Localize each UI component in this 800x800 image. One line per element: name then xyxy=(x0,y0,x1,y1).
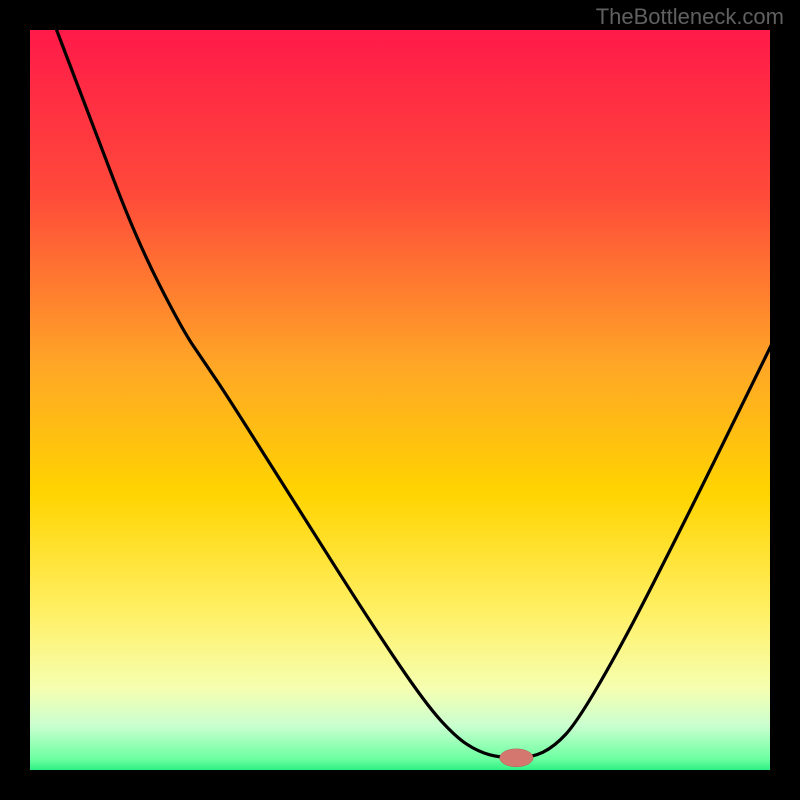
bottleneck-chart xyxy=(0,0,800,800)
chart-frame: TheBottleneck.com xyxy=(0,0,800,800)
plot-background xyxy=(30,30,790,778)
optimal-marker xyxy=(500,749,533,767)
border-right xyxy=(770,0,800,800)
border-bottom xyxy=(0,770,800,800)
border-left xyxy=(0,0,30,800)
watermark-text: TheBottleneck.com xyxy=(596,4,784,30)
